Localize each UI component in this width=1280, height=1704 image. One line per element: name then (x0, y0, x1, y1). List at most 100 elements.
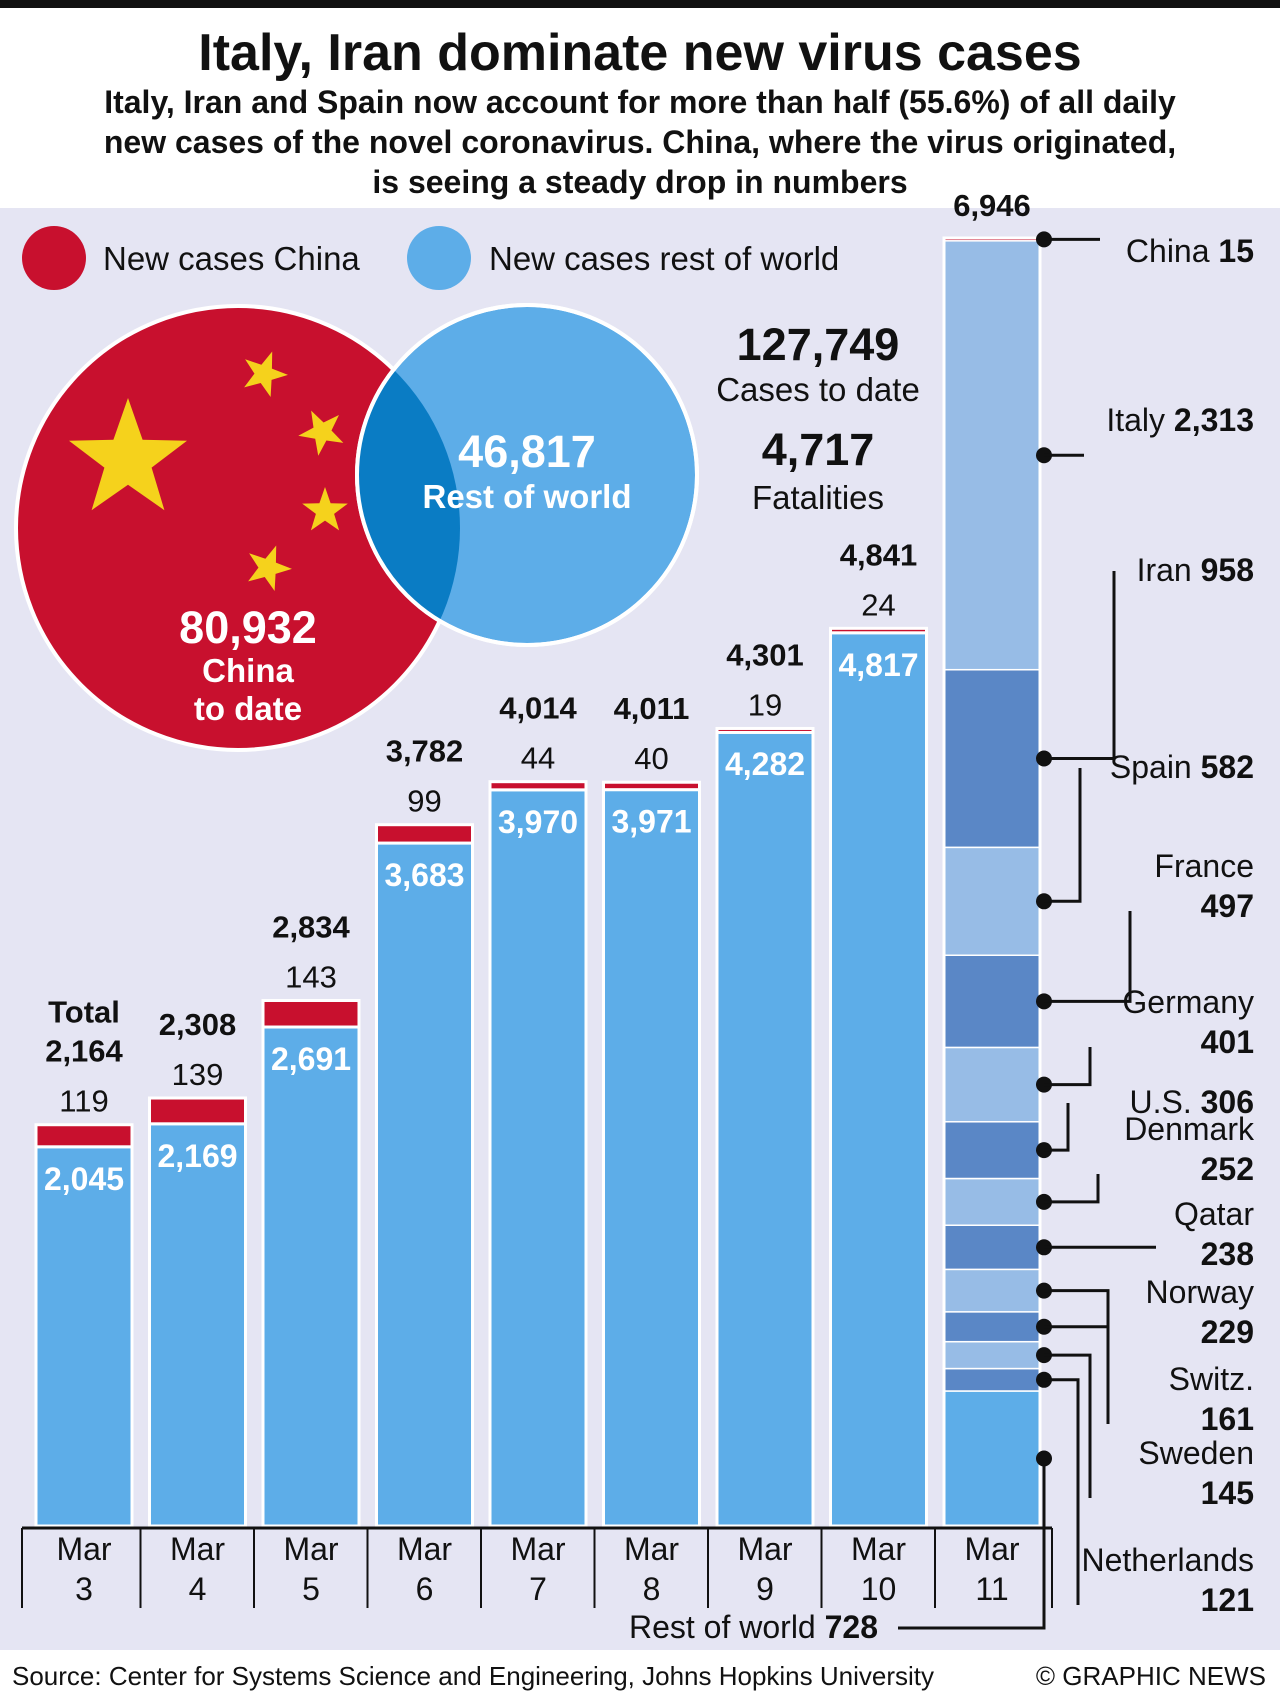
callout-line (1044, 1174, 1100, 1204)
bar-group (715, 726, 815, 1528)
fatalities-label: Fatalities (752, 479, 884, 516)
callout-value: 582 (1201, 749, 1254, 785)
x-tick-label-day: 4 (189, 1571, 207, 1607)
china-to-date-label-1: China (202, 652, 294, 689)
callout-line (1044, 1378, 1080, 1605)
callout-country: Switz. (1169, 1361, 1254, 1397)
x-tick-label-month: Mar (56, 1531, 111, 1567)
bar-label-china: 119 (59, 1084, 108, 1119)
callout-label: Rest of world 728 (629, 1609, 878, 1645)
callout-line (1044, 1103, 1070, 1152)
small-star-icon-1 (244, 351, 288, 398)
china-to-date-value: 80,932 (179, 602, 317, 653)
bar-rest-of-world (34, 1145, 134, 1528)
country-callouts: China 15 Italy 2,313 Iran 958 Spain 582 Fran… (629, 231, 1255, 1645)
x-tick-label-month: Mar (624, 1531, 679, 1567)
x-tick-label-month: Mar (283, 1531, 338, 1567)
subtitle-line-1: Italy, Iran and Spain now account for mo… (104, 84, 1176, 120)
callout-country: Norway (1146, 1274, 1254, 1310)
callout-value: 497 (1201, 888, 1254, 924)
bar-rest-of-world (148, 1122, 247, 1528)
legend-label-rest: New cases rest of world (489, 240, 839, 277)
mar11-segment (943, 846, 1041, 957)
callout-line (1044, 768, 1082, 903)
callout-line (898, 1458, 1046, 1630)
bar-china (829, 626, 928, 635)
bar-total-label: 2,834 (272, 909, 350, 944)
mar11-segment (943, 668, 1041, 849)
bar-group (829, 626, 928, 1528)
bar-label-china: 19 (748, 687, 782, 722)
legend-swatch-china (22, 226, 86, 290)
bar-group (34, 1123, 134, 1528)
mar11-segment (943, 1367, 1041, 1392)
x-tick-label-day: 10 (861, 1571, 897, 1607)
bar-label-china: 24 (861, 587, 895, 622)
callout-line (1044, 1047, 1092, 1087)
bar-rest-of-world (488, 788, 588, 1528)
bar-china (715, 726, 815, 734)
bar-total-label: 6,946 (953, 188, 1031, 223)
callout-value: 238 (1201, 1236, 1254, 1272)
bar-china (602, 780, 701, 792)
callout-value: 145 (1201, 1475, 1254, 1511)
callout-country: Qatar (1174, 1196, 1254, 1232)
callout-label: China 15 (1126, 233, 1254, 269)
rest-of-world-label: Rest of world (422, 478, 631, 515)
bar-china (375, 823, 474, 845)
large-star-icon (69, 398, 187, 511)
x-tick-label-month: Mar (170, 1531, 225, 1567)
bar-total-label: 3,782 (386, 734, 464, 769)
bar-group (488, 780, 588, 1528)
bar-label-rest-of-world: 2,045 (44, 1161, 124, 1197)
cases-to-date-label: Cases to date (716, 371, 920, 408)
legend: New cases China New cases rest of world (22, 226, 839, 290)
bar-label-rest-of-world: 2,691 (271, 1041, 351, 1077)
callout-value: 306 (1201, 1084, 1254, 1120)
small-star-icon-4 (248, 545, 292, 592)
mar11-segment (943, 1268, 1041, 1313)
x-tick-label-month: Mar (964, 1531, 1019, 1567)
bar-label-china: 143 (285, 959, 337, 994)
rest-of-world-value: 46,817 (458, 426, 596, 477)
callout-country: Denmark (1124, 1111, 1255, 1147)
rest-of-world-outline (355, 303, 699, 647)
bar-rest-of-world (375, 841, 474, 1528)
mar11-segment (943, 1224, 1041, 1271)
callout-value: 958 (1201, 552, 1254, 588)
total-heading: Total (48, 995, 120, 1030)
bar-rest-of-world (829, 631, 928, 1528)
bar-rest-of-world (715, 730, 815, 1528)
mar11-segment (943, 240, 1041, 671)
x-tick-label-month: Mar (397, 1531, 452, 1567)
bar-label-rest-of-world: 4,282 (725, 746, 805, 782)
callout-line (1044, 1289, 1110, 1337)
venn-diagram: 80,932 China to date 46,817 Rest of worl… (14, 303, 699, 752)
credit: © GRAPHIC NEWS (1036, 1661, 1266, 1691)
callout-country: Italy (1106, 402, 1174, 438)
bar-label-china: 40 (634, 741, 668, 776)
x-tick-label-month: Mar (510, 1531, 565, 1567)
bar-chart: 2,0451192,164TotalMar32,1691392,308Mar42… (21, 188, 1255, 1645)
subtitle-line-3: is seeing a steady drop in numbers (372, 164, 907, 200)
bar-label-rest-of-world: 3,683 (384, 857, 464, 893)
bar-label-rest-of-world: 4,817 (838, 647, 918, 683)
bar-label-china: 99 (407, 784, 441, 819)
bar-china (488, 780, 588, 792)
bar-label-rest-of-world: 3,971 (611, 804, 691, 840)
cases-to-date-value: 127,749 (737, 319, 900, 370)
callout-value: 728 (825, 1609, 878, 1645)
bar-group (261, 998, 361, 1528)
x-tick-label-day: 8 (643, 1571, 661, 1607)
mar11-bar-outline (942, 236, 1042, 1528)
bar-china (148, 1096, 247, 1126)
bar-group (375, 823, 474, 1528)
source-note: Source: Center for Systems Science and E… (12, 1661, 934, 1691)
small-star-icon-2 (298, 410, 344, 456)
mar11-segment (943, 1177, 1041, 1226)
mar11-segment (943, 1121, 1041, 1180)
bar-total-label: 2,164 (45, 1034, 123, 1069)
callout-country: Iran (1137, 552, 1201, 588)
callout-label: Spain 582 (1110, 749, 1254, 785)
